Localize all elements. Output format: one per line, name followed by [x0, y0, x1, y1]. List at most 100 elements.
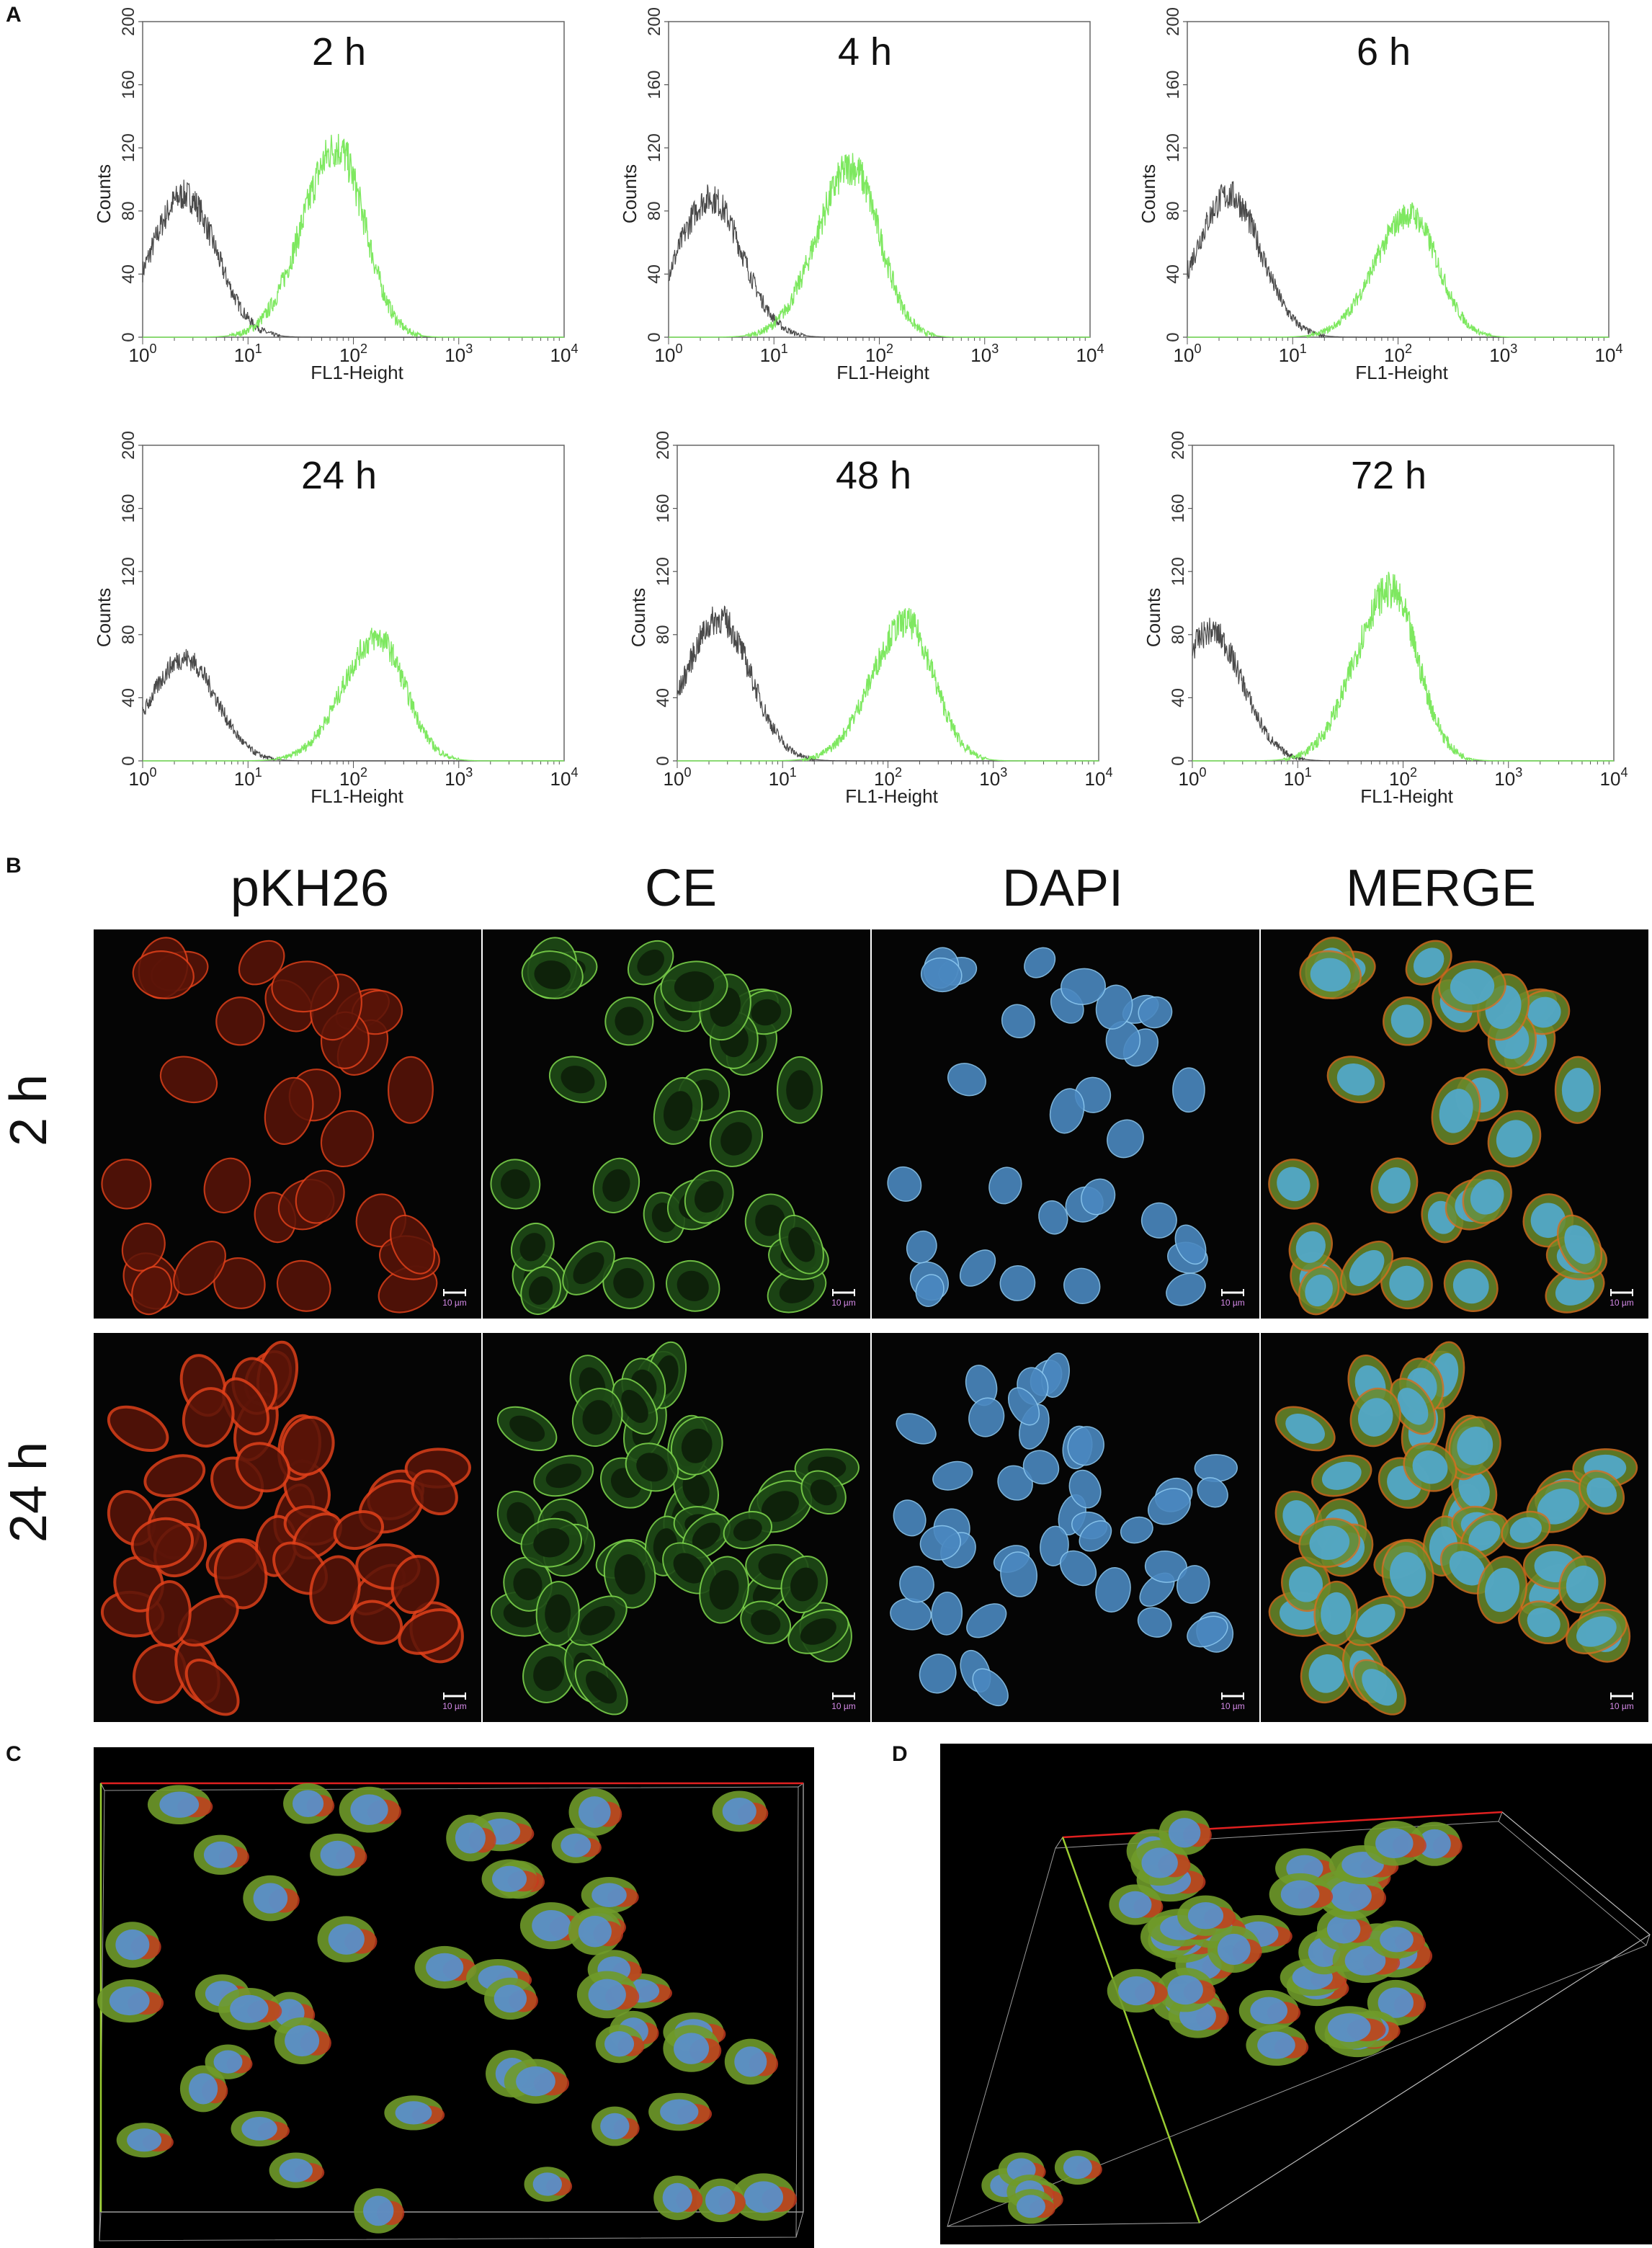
micrograph-ce-2h: 10 µm — [483, 929, 870, 1319]
y-tick-label: 0 — [119, 756, 138, 765]
column-label-pkh26: pKH26 — [230, 860, 390, 917]
y-tick-label: 120 — [1164, 133, 1183, 162]
column-label-ce: CE — [644, 860, 718, 917]
x-axis-label: FL1-Height — [311, 785, 403, 807]
y-tick-label: 200 — [645, 7, 664, 36]
x-tick-label: 102 — [1389, 765, 1417, 790]
histogram-0: 0 40 80 120 160 200 Counts 100 101 102 103 104 FL1-H… — [93, 7, 578, 383]
x-axis-label: FL1-Height — [845, 785, 938, 807]
y-tick-label: 120 — [653, 557, 673, 586]
x-tick-label: 101 — [760, 342, 788, 366]
histogram-1: 0 40 80 120 160 200 Counts 100 101 102 103 104 FL1-H… — [619, 7, 1104, 383]
x-tick-label: 101 — [769, 765, 797, 790]
micrograph-pkh26-24h: 10 µm — [94, 1333, 481, 1722]
histogram-title: 24 h — [301, 454, 377, 497]
treated-histogram-curve — [143, 628, 564, 762]
y-tick-label: 0 — [645, 332, 664, 342]
x-tick-label: 103 — [445, 342, 473, 366]
control-histogram-curve — [1187, 181, 1609, 339]
x-axis-label: FL1-Height — [311, 362, 403, 383]
x-tick-label: 103 — [445, 765, 473, 790]
scale-bar-label: 10 µm — [1220, 1701, 1245, 1711]
histogram-title: 48 h — [836, 454, 911, 497]
y-tick-label: 40 — [119, 264, 138, 284]
y-tick-label: 80 — [119, 201, 138, 220]
y-tick-label: 200 — [653, 431, 673, 460]
y-tick-label: 160 — [653, 494, 673, 523]
treated-histogram-curve — [143, 133, 564, 339]
panel-letter-d: D — [892, 1742, 908, 1766]
micrograph-merge-2h: 10 µm — [1261, 929, 1648, 1319]
y-axis-label: Counts — [93, 164, 115, 223]
3d-render-c — [94, 1747, 814, 2248]
y-tick-label: 160 — [119, 494, 138, 523]
scale-bar-label: 10 µm — [442, 1298, 467, 1308]
x-tick-label: 104 — [1595, 342, 1623, 366]
histogram-title: 4 h — [838, 30, 892, 73]
scale-bar-label: 10 µm — [1609, 1701, 1634, 1711]
scale-bar-label: 10 µm — [1609, 1298, 1634, 1308]
x-tick-label: 100 — [1179, 765, 1207, 790]
scale-bar-label: 10 µm — [442, 1701, 467, 1711]
x-tick-label: 102 — [865, 342, 893, 366]
treated-histogram-curve — [1192, 571, 1614, 763]
y-tick-label: 200 — [1164, 7, 1183, 36]
x-tick-label: 100 — [1174, 342, 1202, 366]
micrograph-ce-24h: 10 µm — [483, 1333, 870, 1722]
control-histogram-curve — [142, 179, 564, 338]
column-label-dapi: DAPI — [1001, 860, 1124, 917]
y-axis-label: Counts — [1143, 588, 1164, 647]
x-axis-label: FL1-Height — [1360, 785, 1453, 807]
histogram-3: 0 40 80 120 160 200 Counts 100 101 102 103 104 FL1-H… — [93, 431, 578, 807]
histogram-4: 0 40 80 120 160 200 Counts 100 101 102 103 104 FL1-H… — [628, 431, 1112, 807]
x-axis-label: FL1-Height — [1355, 362, 1448, 383]
y-tick-label: 40 — [645, 264, 664, 284]
x-tick-label: 102 — [339, 342, 367, 366]
micrograph-dapi-2h: 10 µm — [872, 929, 1259, 1319]
scale-bar-label: 10 µm — [831, 1298, 856, 1308]
y-tick-label: 80 — [1164, 201, 1183, 220]
x-tick-label: 103 — [979, 765, 1007, 790]
x-tick-label: 101 — [1279, 342, 1307, 366]
y-tick-label: 0 — [119, 332, 138, 342]
x-tick-label: 100 — [129, 765, 157, 790]
y-tick-label: 200 — [119, 7, 138, 36]
y-tick-label: 0 — [653, 756, 673, 765]
micrograph-dapi-24h: 10 µm — [872, 1333, 1259, 1722]
column-label-merge: MERGE — [1345, 860, 1537, 917]
y-tick-label: 40 — [653, 688, 673, 708]
y-tick-label: 40 — [119, 688, 138, 708]
scale-bar-label: 10 µm — [831, 1701, 856, 1711]
y-tick-label: 120 — [1169, 557, 1188, 586]
row-label-2h: 2 h — [0, 1074, 58, 1147]
y-tick-label: 80 — [1169, 625, 1188, 644]
control-histogram-curve — [668, 184, 1090, 338]
x-tick-label: 103 — [1489, 342, 1517, 366]
y-tick-label: 120 — [119, 557, 138, 586]
x-tick-label: 104 — [1600, 765, 1628, 790]
x-tick-label: 102 — [339, 765, 367, 790]
micrograph-pkh26-2h: 10 µm — [94, 929, 481, 1319]
x-tick-label: 100 — [129, 342, 157, 366]
y-tick-label: 160 — [645, 71, 664, 99]
y-tick-label: 120 — [119, 133, 138, 162]
x-tick-label: 104 — [550, 342, 579, 366]
x-tick-label: 103 — [970, 342, 999, 366]
histogram-title: 2 h — [312, 30, 366, 73]
x-tick-label: 101 — [234, 342, 262, 366]
panel-letter-c: C — [6, 1742, 22, 1766]
y-tick-label: 40 — [1164, 264, 1183, 284]
x-tick-label: 100 — [664, 765, 692, 790]
y-tick-label: 80 — [645, 201, 664, 220]
histogram-2: 0 40 80 120 160 200 Counts 100 101 102 103 104 FL1-H… — [1138, 7, 1622, 383]
scale-bar-label: 10 µm — [1220, 1298, 1245, 1308]
y-axis-label: Counts — [93, 588, 115, 647]
flow-cytometry-histograms: 0 40 80 120 160 200 Counts 100 101 102 103 104 FL1-H… — [93, 7, 1628, 807]
y-tick-label: 0 — [1169, 756, 1188, 765]
control-histogram-curve — [142, 648, 564, 762]
panel-letter-b: B — [6, 854, 22, 878]
histogram-title: 6 h — [1357, 30, 1411, 73]
row-label-24h: 24 h — [0, 1441, 58, 1543]
y-tick-label: 40 — [1169, 688, 1188, 708]
treated-histogram-curve — [677, 607, 1099, 762]
